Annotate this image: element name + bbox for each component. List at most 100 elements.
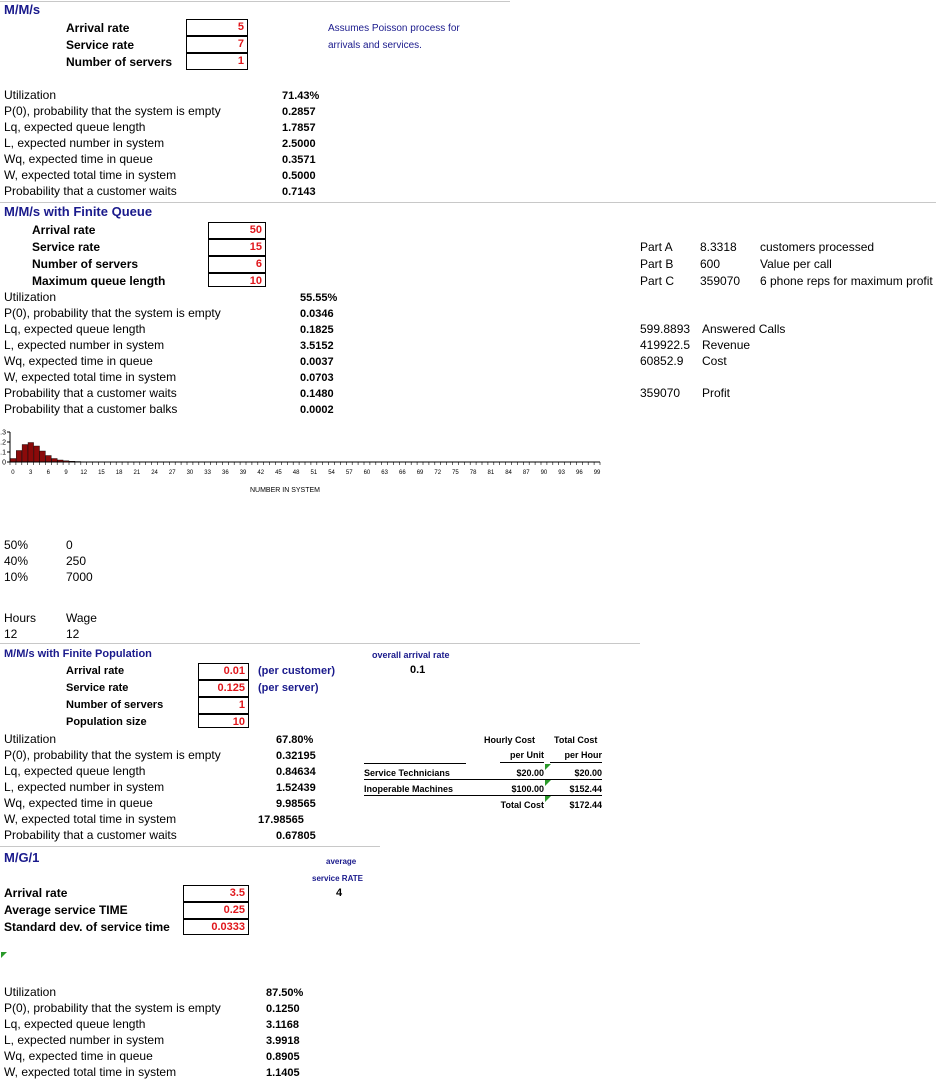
mms-servers-label: Number of servers bbox=[66, 55, 173, 69]
output-label: Lq, expected queue length bbox=[4, 764, 146, 778]
chart-bar bbox=[10, 458, 17, 463]
output-value: 3.9918 bbox=[266, 1035, 300, 1047]
output-label: L, expected number in system bbox=[4, 338, 165, 352]
output-value: 0.8905 bbox=[266, 1051, 300, 1063]
output-value: 1.1405 bbox=[266, 1067, 300, 1079]
fq-service-input[interactable]: 15 bbox=[208, 239, 266, 256]
mms-servers-input[interactable]: 1 bbox=[186, 53, 248, 70]
output-label: Lq, expected queue length bbox=[4, 1017, 146, 1031]
calls-value: 599.8893 bbox=[640, 322, 691, 336]
fp-population-input[interactable]: 10 bbox=[198, 714, 249, 728]
profit-desc: Profit bbox=[702, 386, 731, 400]
pct-label: 40% bbox=[4, 554, 29, 568]
fq-servers-input[interactable]: 6 bbox=[208, 256, 266, 273]
output-value: 2.5000 bbox=[282, 138, 316, 150]
fp-arrival-note: (per customer) bbox=[258, 665, 336, 677]
output-value: 67.80% bbox=[276, 734, 314, 746]
x-tick-label: 93 bbox=[558, 470, 565, 476]
output-value: 3.1168 bbox=[266, 1019, 300, 1031]
x-tick-label: 9 bbox=[64, 470, 68, 476]
x-tick-label: 75 bbox=[452, 470, 459, 476]
section-divider bbox=[0, 202, 936, 203]
y-tick-label: 0 bbox=[2, 460, 6, 467]
output-value: 9.98565 bbox=[276, 798, 316, 810]
output-label: Wq, expected time in queue bbox=[4, 354, 153, 368]
output-value: 0.32195 bbox=[276, 750, 316, 762]
mg1-service-label: Average service TIME bbox=[4, 903, 128, 917]
mms-service-input[interactable]: 7 bbox=[186, 36, 248, 53]
x-tick-label: 57 bbox=[346, 470, 353, 476]
mg1-avg-value: 4 bbox=[336, 887, 343, 899]
fq-maxqueue-input[interactable]: 10 bbox=[208, 273, 266, 287]
cost-row-unit: $20.00 bbox=[516, 768, 544, 778]
output-value: 87.50% bbox=[266, 987, 304, 999]
output-label: Wq, expected time in queue bbox=[4, 796, 153, 810]
mms-note-line1: Assumes Poisson process for bbox=[328, 23, 460, 34]
output-label: P(0), probability that the system is emp… bbox=[4, 1001, 221, 1015]
x-tick-label: 66 bbox=[399, 470, 406, 476]
fp-population-label: Population size bbox=[66, 716, 147, 728]
output-label: P(0), probability that the system is emp… bbox=[4, 748, 221, 762]
chart-bar bbox=[21, 444, 28, 463]
part-desc: customers processed bbox=[760, 240, 875, 254]
mg1-stddev-input[interactable]: 0.0333 bbox=[183, 919, 249, 935]
comment-marker-icon bbox=[1, 952, 7, 958]
x-tick-label: 54 bbox=[328, 470, 335, 476]
cost-header-unit-1: Hourly Cost bbox=[484, 735, 536, 745]
cost-divider bbox=[364, 795, 602, 796]
mg1-stddev-label: Standard dev. of service time bbox=[4, 920, 170, 934]
output-label: Wq, expected time in queue bbox=[4, 1049, 153, 1063]
output-value: 0.5000 bbox=[282, 170, 316, 182]
calls-value: 60852.9 bbox=[640, 354, 684, 368]
chart-bar bbox=[27, 442, 34, 463]
mg1-avg-label-2: service RATE bbox=[312, 874, 363, 883]
output-label: Probability that a customer waits bbox=[4, 184, 177, 198]
cost-divider bbox=[364, 763, 466, 764]
part-value: 600 bbox=[700, 257, 721, 271]
output-value: 0.0703 bbox=[300, 372, 334, 384]
part-value: 8.3318 bbox=[700, 240, 737, 254]
finite-queue-title: M/M/s with Finite Queue bbox=[4, 204, 153, 219]
pct-value: 250 bbox=[66, 554, 87, 568]
fp-service-input[interactable]: 0.125 bbox=[198, 680, 249, 697]
fq-arrival-input[interactable]: 50 bbox=[208, 222, 266, 239]
cost-row-unit: $100.00 bbox=[511, 784, 544, 794]
output-label: Probability that a customer waits bbox=[4, 386, 177, 400]
output-value: 71.43% bbox=[282, 90, 320, 102]
hours-value: 12 bbox=[4, 627, 18, 641]
fp-servers-input[interactable]: 1 bbox=[198, 697, 249, 714]
part-label: Part B bbox=[640, 257, 674, 271]
output-label: Utilization bbox=[4, 88, 57, 102]
x-tick-label: 81 bbox=[488, 470, 495, 476]
mms-arrival-input[interactable]: 5 bbox=[186, 19, 248, 36]
output-label: W, expected total time in system bbox=[4, 1065, 177, 1079]
cost-row-label: Inoperable Machines bbox=[364, 784, 454, 794]
x-tick-label: 90 bbox=[541, 470, 548, 476]
x-tick-label: 69 bbox=[417, 470, 424, 476]
comment-marker-icon bbox=[545, 764, 551, 770]
cost-header-unit-2: per Unit bbox=[500, 748, 544, 763]
fp-arrival-input[interactable]: 0.01 bbox=[198, 663, 249, 680]
x-tick-label: 99 bbox=[594, 470, 601, 476]
output-value: 55.55% bbox=[300, 292, 338, 304]
x-tick-label: 0 bbox=[11, 470, 15, 476]
output-value: 0.7143 bbox=[282, 186, 316, 198]
x-tick-label: 30 bbox=[187, 470, 194, 476]
part-value: 359070 bbox=[700, 274, 741, 288]
output-value: 0.2857 bbox=[282, 106, 316, 118]
pct-value: 7000 bbox=[66, 570, 93, 584]
output-label: W, expected total time in system bbox=[4, 812, 177, 826]
x-tick-label: 15 bbox=[98, 470, 105, 476]
calls-desc: Answered Calls bbox=[702, 322, 786, 336]
mms-note-line2: arrivals and services. bbox=[328, 40, 422, 51]
fq-arrival-label: Arrival rate bbox=[32, 223, 96, 237]
fp-service-label: Service rate bbox=[66, 682, 129, 694]
x-tick-label: 6 bbox=[47, 470, 51, 476]
x-tick-label: 3 bbox=[29, 470, 33, 476]
chart-bar bbox=[16, 450, 23, 463]
x-tick-label: 60 bbox=[364, 470, 371, 476]
mg1-arrival-input[interactable]: 3.5 bbox=[183, 885, 249, 902]
mg1-service-input[interactable]: 0.25 bbox=[183, 902, 249, 919]
output-value: 0.1250 bbox=[266, 1003, 300, 1015]
cost-row-total: $152.44 bbox=[569, 784, 602, 794]
